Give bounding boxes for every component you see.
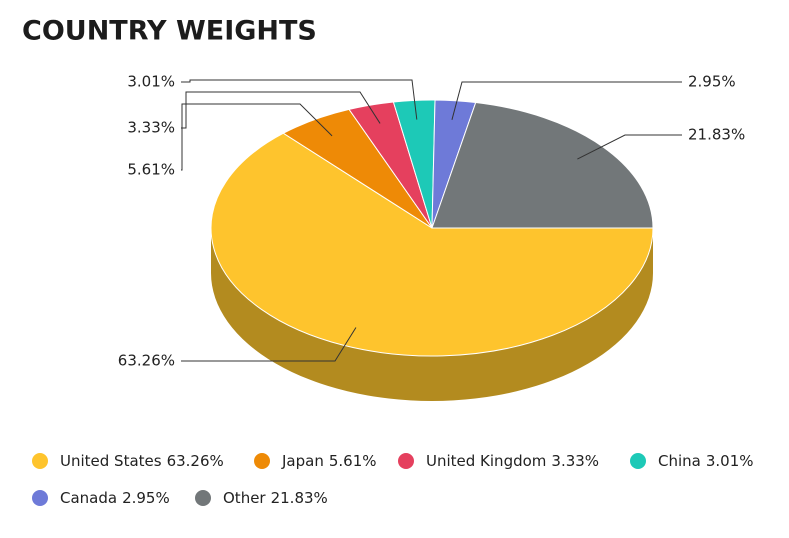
data-label: 63.26% bbox=[118, 352, 175, 370]
legend-marker bbox=[254, 453, 270, 469]
leader-line bbox=[181, 91, 381, 129]
legend-name: Canada bbox=[60, 489, 117, 507]
data-label: 3.01% bbox=[127, 73, 175, 91]
leader-line bbox=[181, 103, 333, 171]
legend-entry[interactable]: United Kingdom 3.33% bbox=[426, 452, 599, 470]
legend-entry[interactable]: China 3.01% bbox=[658, 452, 754, 470]
leader-line bbox=[181, 79, 418, 120]
data-label: 5.61% bbox=[127, 161, 175, 179]
legend-value: 3.01% bbox=[706, 452, 754, 470]
leader-line bbox=[577, 134, 682, 160]
legend-name: Other bbox=[223, 489, 266, 507]
legend-name: Japan bbox=[281, 452, 324, 470]
legend-value: 21.83% bbox=[271, 489, 328, 507]
slice-side bbox=[211, 228, 653, 401]
slice bbox=[431, 101, 654, 229]
data-label: 2.95% bbox=[688, 73, 736, 91]
legend-name: United States bbox=[60, 452, 162, 470]
legend-entry[interactable]: Other 21.83% bbox=[223, 489, 328, 507]
legend-name: United Kingdom bbox=[426, 452, 546, 470]
legend-value: 5.61% bbox=[329, 452, 377, 470]
leader-line bbox=[181, 327, 357, 362]
leader-line bbox=[451, 81, 682, 120]
legend-entry[interactable]: United States 63.26% bbox=[60, 452, 224, 470]
chart-title: COUNTRY WEIGHTS bbox=[22, 16, 317, 47]
legend-entry[interactable]: Japan 5.61% bbox=[281, 452, 377, 470]
legend-marker bbox=[195, 490, 211, 506]
data-label: 21.83% bbox=[688, 126, 745, 144]
legend-name: China bbox=[658, 452, 701, 470]
legend-entry[interactable]: Canada 2.95% bbox=[60, 489, 170, 507]
legend-value: 2.95% bbox=[122, 489, 170, 507]
slice bbox=[210, 132, 654, 357]
legend-marker bbox=[32, 490, 48, 506]
data-label: 3.33% bbox=[127, 119, 175, 137]
legend-value: 63.26% bbox=[167, 452, 224, 470]
legend-marker bbox=[398, 453, 414, 469]
legend-marker bbox=[32, 453, 48, 469]
legend-marker bbox=[630, 453, 646, 469]
legend-value: 3.33% bbox=[551, 452, 599, 470]
